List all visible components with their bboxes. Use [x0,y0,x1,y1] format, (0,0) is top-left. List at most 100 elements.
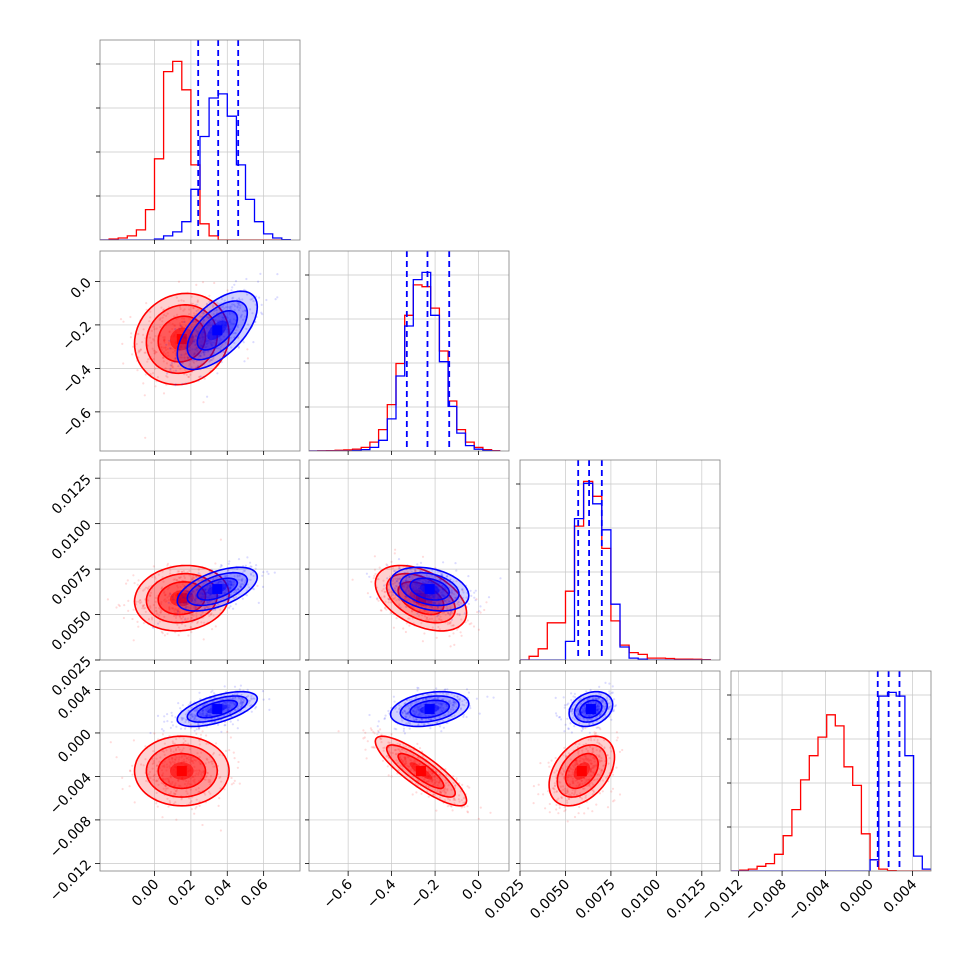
scatter-point-red [407,589,410,593]
scatter-point-red [602,764,605,767]
scatter-point-red [152,750,155,753]
scatter-point-blue [193,717,196,720]
scatter-point-blue [414,695,418,699]
scatter-point-blue [207,316,210,319]
scatter-point-red [166,596,169,599]
scatter-point-blue [569,722,572,725]
scatter-point-red [181,749,184,752]
scatter-point-red [567,769,571,772]
scatter-point-blue [175,725,178,728]
scatter-point-red [382,579,385,582]
scatter-point-red [233,757,236,760]
scatter-point-blue [409,568,412,571]
scatter-point-red [425,618,428,622]
scatter-point-red [562,776,566,779]
scatter-point-blue [212,351,215,354]
scatter-point-blue [411,702,414,705]
scatter-point-red [162,338,165,341]
scatter-point-red [161,733,164,736]
panel-frame [99,459,301,661]
scatter-point-blue [231,583,234,586]
scatter-point-red [157,783,160,786]
scatter-point-blue [596,705,599,708]
peak-marker-red [176,334,187,345]
scatter-point-red [412,754,415,757]
scatter-point-blue [251,571,255,574]
scatter-point-red [183,353,186,356]
scatter-point-blue [402,729,405,733]
scatter-point-blue [416,592,419,595]
scatter-point-red [156,779,159,783]
scatter-point-red [168,608,171,611]
scatter-point-red [121,776,124,780]
scatter-point-red [418,747,422,750]
scatter-point-red [557,797,560,800]
scatter-point-blue [240,703,244,706]
scatter-point-blue [227,704,231,707]
scatter-point-red [180,798,183,801]
scatter-point-blue [190,592,193,595]
scatter-point-blue [233,309,236,312]
scatter-point-red [427,795,430,798]
scatter-point-red [370,728,373,732]
scatter-point-red [436,790,439,793]
scatter-point-red [175,756,178,759]
scatter-point-red [181,325,184,328]
scatter-point-red [489,811,492,814]
scatter-point-red [158,607,161,610]
scatter-point-blue [203,592,206,595]
scatter-point-blue [233,591,236,594]
scatter-point-red [218,339,221,342]
scatter-point-blue [412,586,415,589]
scatter-point-blue [227,583,230,586]
scatter-point-red [202,769,205,773]
scatter-point-red [552,787,555,790]
scatter-point-red [403,758,406,762]
scatter-point-red [174,349,177,352]
scatter-panel-0-1 [99,250,301,452]
scatter-point-blue [255,564,258,567]
scatter-point-blue [417,597,420,601]
scatter-point-blue [241,597,244,600]
scatter-point-red [578,722,581,725]
scatter-point-blue [237,326,240,329]
scatter-point-blue [151,626,155,629]
scatter-point-blue [377,731,380,734]
scatter-point-blue [451,703,454,707]
scatter-point-red [456,613,459,616]
scatter-point-blue [201,338,205,341]
scatter-point-red [580,779,583,782]
scatter-point-blue [169,726,172,730]
scatter-point-blue [221,316,224,319]
scatter-point-blue [203,602,206,605]
scatter-point-blue [419,592,422,595]
scatter-point-red [457,798,460,801]
scatter-point-blue [467,602,470,606]
scatter-point-blue [428,594,431,597]
scatter-point-red [588,778,591,781]
scatter-point-red [574,763,577,766]
scatter-point-red [426,616,429,620]
scatter-point-red [452,798,455,802]
scatter-point-red [439,600,442,603]
scatter-point-blue [184,336,187,339]
scatter-point-blue [232,318,236,321]
scatter-point-blue [203,715,206,718]
scatter-point-red [401,760,404,763]
scatter-point-red [207,778,210,782]
scatter-point-red [430,617,434,620]
scatter-point-blue [202,319,205,322]
scatter-point-blue [184,597,187,600]
scatter-point-red [553,788,556,791]
scatter-point-red [193,758,196,762]
scatter-point-red [184,368,187,371]
scatter-point-blue [203,331,206,334]
scatter-point-blue [226,582,229,585]
scatter-point-red [166,312,169,315]
scatter-point-red [176,313,179,316]
scatter-point-red [591,751,594,754]
scatter-point-blue [418,590,421,593]
scatter-point-red [394,748,398,752]
scatter-point-red [440,790,443,793]
scatter-point-red [176,623,179,626]
